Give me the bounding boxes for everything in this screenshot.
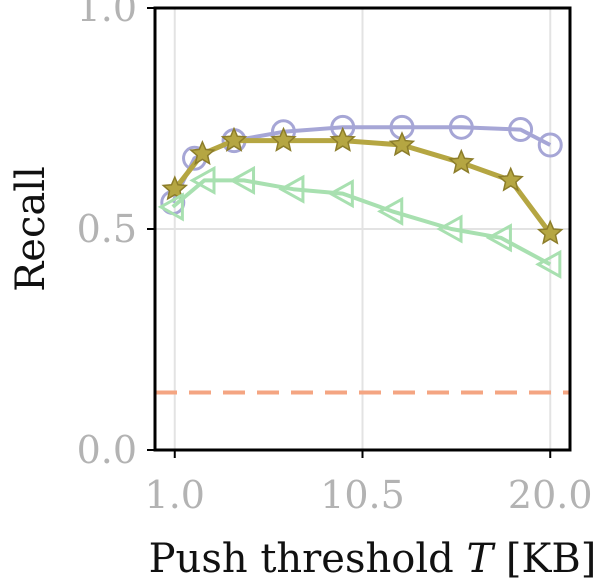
y-axis-label: Recall [8, 166, 54, 292]
data-point-star [497, 166, 524, 192]
data-point-star [220, 126, 248, 152]
data-point-star [329, 126, 357, 152]
series-layer [155, 114, 570, 395]
x-tick-label: 20.0 [508, 473, 593, 517]
data-point-star [536, 219, 564, 245]
x-axis-label-symbol: T [466, 536, 496, 579]
data-point-circle [537, 132, 563, 158]
x-tick-label: 10.5 [320, 473, 405, 517]
data-point-triangle [278, 174, 305, 204]
data-point-circle [508, 117, 534, 143]
data-point-star [189, 140, 216, 166]
y-tick-label: 1.0 [77, 0, 137, 30]
data-point-star [448, 148, 475, 174]
data-point-triangle [377, 196, 404, 226]
data-point-star [161, 175, 189, 201]
data-point-star [388, 131, 416, 157]
data-point-star [270, 126, 297, 152]
y-tick-label: 0.5 [77, 207, 137, 251]
x-axis-label: Push threshold T [KB] [149, 536, 597, 579]
y-tick-label: 0.0 [77, 428, 137, 472]
series-line [171, 178, 552, 267]
series-3 [157, 165, 562, 279]
tick-labels: 0.0 0.5 1.0 1.0 10.5 20.0 [77, 0, 593, 517]
series-2 [161, 126, 564, 245]
data-point-circle [448, 114, 474, 140]
x-axis-label-unit: [KB] [506, 536, 597, 579]
data-point-triangle [327, 179, 354, 209]
data-point-triangle [485, 223, 512, 253]
data-point-triangle [535, 249, 562, 279]
data-point-triangle [189, 165, 216, 195]
data-point-triangle [157, 192, 184, 222]
data-point-triangle [228, 165, 256, 195]
x-tick-label: 1.0 [145, 473, 205, 517]
data-point-triangle [436, 214, 463, 244]
x-axis-label-text: Push threshold [149, 536, 454, 579]
